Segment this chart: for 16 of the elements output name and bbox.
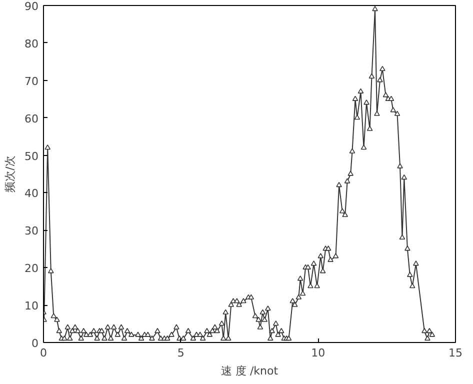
y-axis-title: 频次/次 bbox=[4, 156, 17, 192]
y-tick-label: 20 bbox=[24, 262, 39, 276]
y-tick-label: 10 bbox=[24, 300, 39, 313]
y-tick-label: 30 bbox=[24, 224, 39, 238]
y-tick-label: 80 bbox=[24, 37, 39, 50]
y-tick-label: 90 bbox=[24, 0, 39, 13]
x-tick-label: 0 bbox=[40, 346, 47, 360]
y-tick-label: 0 bbox=[32, 337, 38, 350]
x-axis-title: 速 度 /knot bbox=[220, 364, 279, 378]
x-tick-label: 15 bbox=[448, 346, 462, 360]
y-tick-label: 50 bbox=[24, 150, 39, 163]
y-tick-label: 40 bbox=[24, 187, 39, 200]
y-tick-label: 70 bbox=[24, 74, 39, 88]
x-tick-label: 5 bbox=[177, 346, 184, 360]
y-tick-label: 60 bbox=[24, 112, 39, 126]
x-tick-label: 10 bbox=[311, 346, 326, 360]
